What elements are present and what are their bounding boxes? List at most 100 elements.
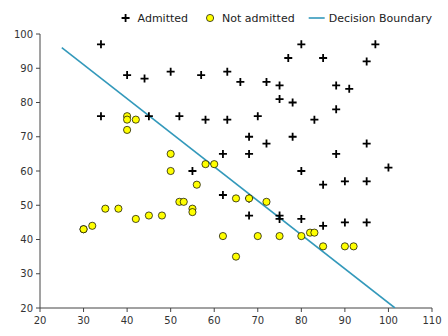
point-circle	[132, 116, 139, 123]
point-plus	[197, 71, 205, 79]
point-plus	[363, 218, 371, 226]
point-plus	[245, 212, 253, 220]
legend: Admitted Not admitted Decision Boundary	[122, 12, 433, 25]
point-plus	[319, 181, 327, 189]
point-plus	[97, 112, 105, 120]
point-circle	[202, 161, 209, 168]
x-tick	[257, 308, 258, 312]
point-plus	[202, 116, 210, 124]
point-circle	[124, 116, 131, 123]
y-tick	[36, 273, 40, 274]
series-points	[97, 40, 392, 230]
legend-label: Admitted	[138, 12, 188, 25]
y-tick	[36, 136, 40, 137]
x-tick-label: 80	[295, 315, 308, 326]
point-circle	[219, 232, 226, 239]
y-tick-label: 20	[20, 303, 33, 314]
point-plus	[332, 81, 340, 89]
point-plus	[363, 177, 371, 185]
point-plus	[363, 140, 371, 148]
x-tick-label: 20	[34, 315, 47, 326]
y-tick-label: 30	[20, 268, 33, 279]
point-circle	[341, 243, 348, 250]
x-tick-label: 100	[379, 315, 398, 326]
y-tick-label: 50	[20, 200, 33, 211]
x-tick	[170, 308, 171, 312]
x-tick	[127, 308, 128, 312]
point-plus	[341, 177, 349, 185]
y-tick-label: 90	[20, 63, 33, 74]
x-tick-label: 50	[164, 315, 177, 326]
x-tick	[388, 308, 389, 312]
point-plus	[145, 112, 153, 120]
legend-swatch	[206, 14, 213, 21]
point-circle	[180, 198, 187, 205]
point-plus	[297, 40, 305, 48]
boundary-line	[62, 48, 395, 308]
point-circle	[102, 205, 109, 212]
x-tick	[344, 308, 345, 312]
legend-swatch-plus	[122, 14, 130, 22]
point-plus	[236, 78, 244, 86]
x-tick-label: 90	[339, 315, 352, 326]
point-circle	[254, 232, 261, 239]
x-tick	[214, 308, 215, 312]
point-circle	[350, 243, 357, 250]
point-circle	[80, 226, 87, 233]
point-plus	[276, 95, 284, 103]
x-tick-label: 40	[121, 315, 134, 326]
point-circle	[311, 229, 318, 236]
point-plus	[167, 68, 175, 76]
legend-label: Decision Boundary	[329, 12, 433, 25]
x-tick-label: 70	[251, 315, 264, 326]
y-tick-label: 80	[20, 97, 33, 108]
point-plus	[297, 167, 305, 175]
legend-item: Decision Boundary	[309, 12, 433, 25]
point-plus	[363, 57, 371, 65]
point-circle	[80, 226, 87, 233]
point-circle	[298, 232, 305, 239]
point-plus	[223, 68, 231, 76]
point-circle	[211, 161, 218, 168]
point-plus	[310, 116, 318, 124]
series-points	[80, 113, 357, 261]
point-plus	[384, 164, 392, 172]
y-tick	[36, 171, 40, 172]
point-circle	[320, 243, 327, 250]
point-circle	[232, 195, 239, 202]
point-plus	[332, 105, 340, 113]
point-circle	[276, 232, 283, 239]
point-plus	[141, 75, 149, 83]
point-circle	[193, 181, 200, 188]
y-tick	[36, 102, 40, 103]
x-tick-label: 60	[208, 315, 221, 326]
point-plus	[245, 194, 253, 202]
point-circle	[245, 195, 252, 202]
y-tick-label: 70	[20, 131, 33, 142]
point-plus	[319, 222, 327, 230]
point-plus	[345, 85, 353, 93]
point-circle	[189, 209, 196, 216]
point-plus	[289, 133, 297, 141]
point-circle	[158, 212, 165, 219]
point-plus	[219, 150, 227, 158]
y-tick-label: 100	[14, 29, 33, 40]
point-circle	[145, 212, 152, 219]
point-plus	[319, 54, 327, 62]
y-tick-label: 60	[20, 166, 33, 177]
legend-swatch-line	[309, 17, 325, 19]
point-plus	[332, 150, 340, 158]
marks	[62, 40, 395, 308]
y-tick	[36, 205, 40, 206]
legend-item: Not admitted	[206, 12, 294, 25]
point-circle	[124, 126, 131, 133]
point-circle	[263, 198, 270, 205]
y-tick	[36, 34, 40, 35]
y-tick-label: 40	[20, 234, 33, 245]
point-circle	[115, 205, 122, 212]
x-tick-label: 110	[422, 315, 441, 326]
point-plus	[245, 133, 253, 141]
point-plus	[371, 40, 379, 48]
legend-label: Not admitted	[222, 12, 295, 25]
point-plus	[262, 140, 270, 148]
